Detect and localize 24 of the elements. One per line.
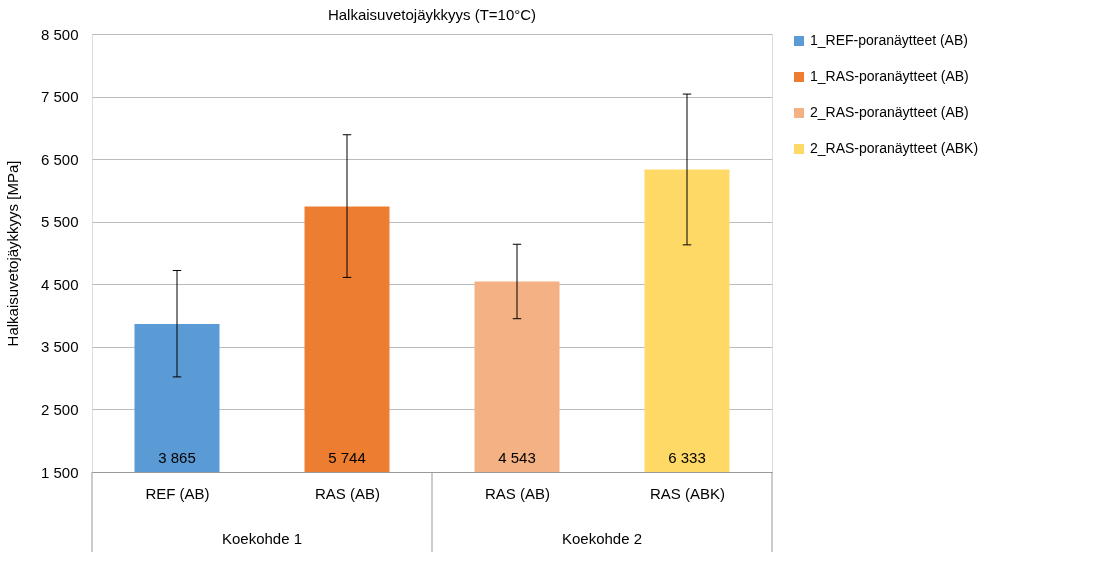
y-tick-label: 4 500 (40, 275, 79, 293)
legend-label: 2_RAS-poranäytteet (ABK) (810, 140, 979, 156)
data-label: 5 744 (328, 449, 366, 466)
y-tick-label: 5 500 (40, 213, 79, 231)
x-tick-label: RAS (AB) (314, 484, 381, 502)
y-tick-label: 3 500 (40, 338, 79, 356)
data-label: 4 543 (498, 449, 536, 466)
x-tick-label: RAS (ABK) (649, 484, 726, 502)
text: Koekohde 1 (221, 530, 303, 547)
y-tick-label: 8 500 (40, 25, 79, 43)
y-axis-title: Halkaisuvetojäykkyys [MPa] (3, 160, 21, 347)
y-tick-label: 7 500 (40, 88, 79, 106)
x-tick-label: RAS (AB) (484, 484, 551, 502)
legend-label: 2_RAS-poranäytteet (AB) (810, 104, 969, 120)
y-tick-label: 6 500 (40, 150, 79, 168)
chart-title: Halkaisuvetojäykkyys (T=10°C) (327, 6, 537, 23)
data-label: 6 333 (668, 449, 706, 466)
legend-label: 1_RAS-poranäytteet (AB) (810, 68, 969, 84)
text: Koekohde 2 (561, 530, 643, 547)
y-tick-label: 2 500 (40, 400, 79, 418)
x-tick-label: REF (AB) (145, 484, 210, 502)
y-tick-label: 1 500 (40, 463, 79, 481)
legend-label: 1_REF-poranäytteet (AB) (810, 32, 968, 48)
data-label: 3 865 (158, 449, 196, 466)
